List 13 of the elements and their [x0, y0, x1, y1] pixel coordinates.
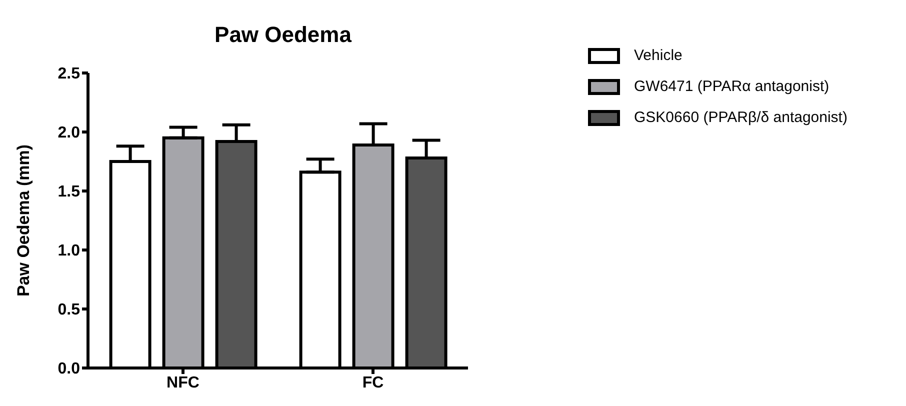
- y-tick-label: 2.5: [58, 66, 80, 83]
- x-tick-label: NFC: [166, 374, 200, 392]
- legend-label: Vehicle: [634, 47, 682, 64]
- y-tick-label: 1.5: [58, 184, 80, 201]
- legend-label: GSK0660 (PPARβ/δ antagonist): [634, 109, 848, 126]
- y-tick-label: 1.0: [58, 242, 80, 260]
- legend-label: GW6471 (PPARα antagonist): [634, 78, 830, 95]
- y-tick-label: 0.0: [58, 360, 80, 378]
- chart-title: Paw Oedema: [214, 22, 353, 48]
- y-tick-label: 0.5: [58, 302, 80, 319]
- y-tick-label: 2.0: [58, 124, 80, 142]
- y-axis-title: Paw Oedema (mm): [14, 144, 34, 297]
- x-tick-label: FC: [362, 374, 384, 392]
